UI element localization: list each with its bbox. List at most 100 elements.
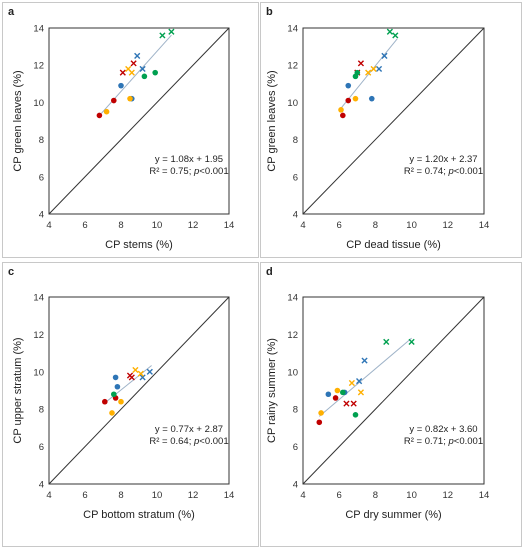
data-point-green-cross (408, 338, 415, 345)
y-tick-label: 6 (293, 442, 298, 453)
r-squared-p-value: R² = 0.64; p<0.001 (149, 436, 228, 447)
y-tick-label: 10 (33, 367, 44, 378)
x-tick-label: 8 (373, 490, 378, 501)
x-tick-label: 8 (118, 490, 123, 501)
x-tick-label: 14 (479, 490, 490, 501)
r-squared-text: R² = 0.71; (404, 436, 449, 447)
data-point-blue-circle (114, 383, 121, 390)
y-tick-label: 12 (33, 61, 44, 72)
p-value-text: <0.001 (199, 436, 228, 447)
x-tick-label: 14 (479, 220, 490, 231)
y-tick-label: 10 (33, 98, 44, 109)
data-point-green-circle (111, 391, 117, 398)
y-tick-label: 14 (33, 293, 44, 304)
y-tick-label: 8 (39, 135, 44, 146)
x-tick-label: 4 (46, 490, 51, 501)
x-tick-label: 12 (443, 490, 454, 501)
one-to-one-line (302, 27, 485, 215)
y-tick-label: 12 (33, 330, 44, 341)
one-to-one-line (48, 27, 230, 215)
data-point-red-circle (96, 112, 103, 119)
data-point-green-circle (152, 69, 158, 76)
plot-area-frame (302, 296, 485, 485)
data-point-blue-circle (325, 391, 332, 398)
data-point-gold-circle (109, 410, 115, 416)
p-value-text: <0.001 (454, 436, 483, 447)
one-to-one-line (302, 296, 485, 485)
x-tick-label: 6 (337, 220, 342, 231)
x-tick-label: 4 (300, 490, 305, 501)
p-value-text: <0.001 (454, 166, 483, 177)
data-point-blue-cross (139, 65, 146, 73)
data-point-green-circle (141, 73, 148, 80)
data-point-green-cross (383, 338, 390, 345)
panel-letter: c (8, 266, 14, 278)
data-point-gold-circle (334, 387, 341, 394)
data-point-red-cross (357, 60, 365, 67)
data-point-gold-circle (338, 107, 344, 113)
x-tick-label: 14 (224, 490, 235, 501)
plot-area-frame (48, 27, 230, 215)
y-axis-label: CP green leaves (%) (266, 70, 278, 171)
y-axis-label: CP rainy summer (%) (266, 338, 278, 443)
y-tick-label: 6 (39, 442, 44, 453)
r-squared-p-value: R² = 0.74; p<0.001 (404, 166, 483, 177)
x-tick-label: 4 (300, 220, 305, 231)
data-point-green-cross (386, 28, 393, 35)
data-point-red-circle (345, 97, 352, 104)
y-tick-label: 12 (287, 330, 298, 341)
x-tick-label: 10 (406, 490, 417, 501)
regression-equation: y = 1.20x + 2.37 (409, 154, 477, 165)
regression-line (318, 337, 412, 417)
panel-border (2, 262, 259, 547)
x-tick-label: 4 (46, 220, 51, 231)
panel-a: a 4 6 8 10 12 14 4 6 8 10 12 14 CP stems (%) CP green … (2, 2, 259, 258)
data-point-red-cross (130, 60, 137, 67)
x-tick-label: 12 (188, 220, 199, 231)
regression-line (99, 34, 172, 116)
data-point-blue-cross (134, 52, 141, 59)
data-point-blue-cross (146, 368, 153, 375)
data-point-blue-cross (361, 357, 368, 364)
panel-border (260, 262, 522, 547)
data-point-red-circle (332, 395, 339, 401)
one-to-one-line (48, 296, 230, 485)
panel-letter: b (266, 6, 273, 18)
data-point-red-cross (350, 400, 357, 407)
data-point-gold-circle (352, 95, 359, 102)
data-point-blue-circle (345, 82, 352, 89)
x-tick-label: 14 (224, 220, 235, 231)
data-point-blue-circle (368, 95, 375, 102)
r-squared-p-value: R² = 0.71; p<0.001 (404, 436, 483, 447)
x-tick-label: 6 (82, 490, 87, 501)
plot-area-frame (48, 296, 230, 485)
data-point-gold-circle (127, 95, 133, 102)
data-point-red-circle (102, 398, 108, 405)
data-point-gold-cross (357, 389, 365, 396)
data-point-blue-cross (356, 378, 363, 385)
data-point-red-circle (111, 97, 117, 104)
x-axis-label: CP dead tissue (%) (346, 239, 441, 251)
data-point-red-cross (119, 69, 126, 76)
y-tick-label: 6 (39, 172, 44, 183)
panel-d: d 4 6 8 10 12 14 4 6 8 10 12 14 CP dry summer (%) CP r… (260, 262, 522, 547)
regression-equation: y = 0.77x + 2.87 (155, 424, 223, 435)
y-axis-label: CP green leaves (%) (12, 70, 24, 171)
x-tick-label: 8 (118, 220, 123, 231)
data-point-blue-cross (139, 374, 146, 381)
panel-c: c 4 6 8 10 12 14 4 6 8 10 12 14 CP bottom stratum (%)… (2, 262, 259, 547)
panel-border (260, 2, 522, 258)
data-point-gold-cross (365, 69, 372, 76)
y-tick-label: 4 (293, 480, 298, 491)
data-point-gold-cross (348, 379, 355, 387)
data-point-green-cross (159, 32, 166, 39)
x-tick-label: 10 (152, 220, 163, 231)
y-tick-label: 14 (287, 24, 298, 35)
data-point-green-circle (354, 69, 361, 76)
y-tick-label: 8 (293, 405, 298, 416)
y-tick-label: 4 (39, 210, 44, 221)
plot-area-frame (302, 27, 485, 215)
data-point-gold-circle (103, 108, 110, 115)
data-point-red-circle (316, 419, 323, 426)
